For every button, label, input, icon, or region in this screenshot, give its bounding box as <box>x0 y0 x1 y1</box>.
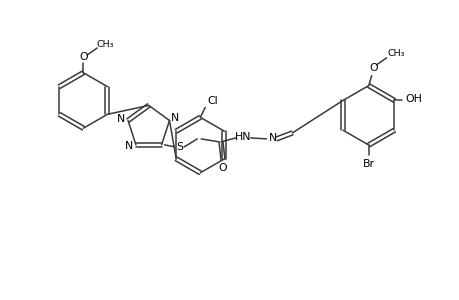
Text: S: S <box>175 142 183 152</box>
Text: CH₃: CH₃ <box>387 50 404 58</box>
Text: Br: Br <box>362 159 374 169</box>
Text: O: O <box>79 52 88 62</box>
Text: HN: HN <box>234 132 251 142</box>
Text: N: N <box>171 113 179 124</box>
Text: N: N <box>117 115 125 124</box>
Text: N: N <box>124 141 133 151</box>
Text: CH₃: CH₃ <box>96 40 114 50</box>
Text: O: O <box>369 63 377 73</box>
Text: O: O <box>218 163 227 172</box>
Text: OH: OH <box>405 94 422 104</box>
Text: N: N <box>268 133 276 143</box>
Text: Cl: Cl <box>207 97 218 106</box>
